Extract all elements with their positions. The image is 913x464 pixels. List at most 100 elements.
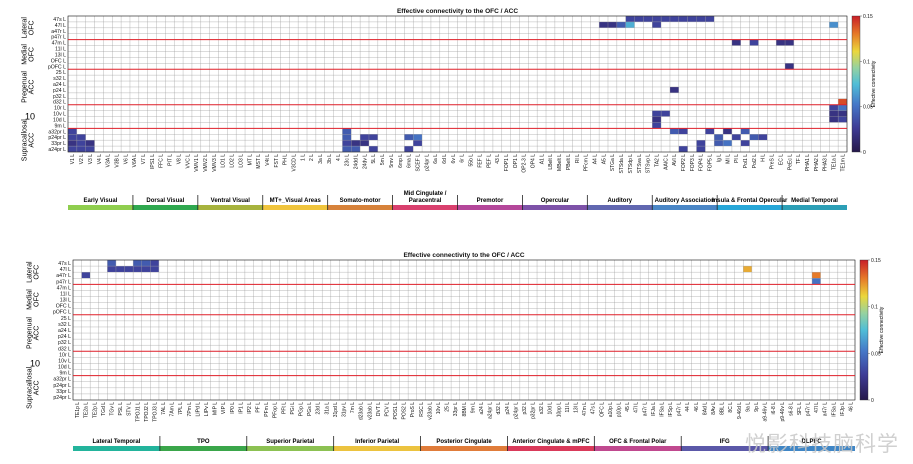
heatmap-cell [209,16,219,22]
heatmap-cell [451,369,460,376]
heatmap-cell [330,333,340,340]
heatmap-cell [599,116,608,123]
heatmap-cell [829,326,838,334]
heatmap-cell [156,45,166,52]
heatmap-cell [368,98,378,105]
heatmap-cell [184,357,194,364]
heatmap-cell [245,98,254,105]
heatmap-cell [183,27,192,34]
heatmap-cell [829,81,839,87]
heatmap-cell [760,284,770,291]
heatmap-cell [439,146,449,152]
heatmap-cell [305,387,314,394]
heatmap-cell [416,381,426,388]
heatmap-cell [90,381,99,388]
heatmap-cell [236,110,246,117]
heatmap-cell [322,369,331,376]
heatmap-cell [305,393,314,400]
heatmap-cell [210,381,220,388]
heatmap-cell [150,278,159,285]
heatmap-cell [442,296,452,303]
heatmap-cell [625,33,635,40]
heatmap-cell [133,333,142,340]
heatmap-cell [743,308,752,315]
heatmap-cell [622,272,632,279]
heatmap-cell [253,81,263,87]
heatmap-cell [227,45,237,52]
heatmap-cell [377,122,387,129]
heatmap-cell [129,110,139,117]
heatmap-cell [356,363,366,370]
heatmap-cell [253,375,263,382]
column-label: VMV1 L [194,154,200,172]
heatmap-cell [786,266,795,273]
heatmap-cell [90,387,99,394]
heatmap-cell [360,27,369,34]
heatmap-cell [165,146,175,152]
heatmap-cell [322,387,331,394]
heatmap-cell [262,21,272,28]
heatmap-cell [476,308,486,315]
heatmap-cell [546,75,555,82]
heatmap-cell [448,16,458,22]
heatmap-cell [342,110,352,117]
heatmap-cell [107,272,116,279]
heatmap-cell [643,140,653,147]
heatmap-cell [820,69,830,76]
heatmap-cell [475,98,485,105]
heatmap-cell [696,16,706,22]
row-label: OFC L [51,58,66,64]
heatmap-cell [176,345,185,352]
heatmap-cell [333,45,343,52]
heatmap-cell [717,314,727,321]
heatmap-cell [94,21,104,28]
heatmap-cell [502,314,512,321]
column-label: POS2 L [402,402,408,420]
heatmap-cell [158,387,168,394]
heatmap-cell [590,128,600,135]
column-label: v23ab L [427,402,433,420]
heatmap-cell [262,98,272,105]
heatmap-cell [829,140,839,147]
column-label: a24 L [479,402,485,415]
heatmap-cell [625,39,635,46]
heatmap-cell [174,128,184,135]
heatmap-cell [210,333,220,340]
heatmap-cell [562,302,572,309]
heatmap-cell [599,57,608,64]
heatmap-cell [253,345,263,352]
heatmap-cell [571,278,581,285]
heatmap-cell [200,21,210,28]
heatmap-cell [245,146,254,152]
heatmap-cell [760,308,770,315]
heatmap-cell [395,116,405,123]
heatmap-cell [85,140,95,147]
heatmap-cell [279,381,288,388]
heatmap-cell [322,284,331,291]
heatmap-cell [413,69,423,76]
heatmap-cell [313,393,323,400]
heatmap-cell [448,45,458,52]
heatmap-cell [373,387,383,394]
heatmap-cell [669,51,679,58]
heatmap-cell [820,296,830,303]
heatmap-cell [700,339,709,346]
heatmap-cell [156,57,166,64]
heatmap-cell [201,284,211,291]
heatmap-cell [726,339,735,346]
heatmap-cell [416,320,426,327]
heatmap-cell [191,33,201,40]
heatmap-cell [571,357,581,364]
heatmap-cell [289,116,299,123]
heatmap-cell [528,33,538,40]
heatmap-cell [425,357,434,364]
heatmap-cell [476,363,486,370]
heatmap-cell [270,333,280,340]
heatmap-cell [442,290,452,297]
column-label: IP0 L [230,402,236,414]
heatmap-cell [377,104,387,111]
heatmap-cell [184,284,194,291]
heatmap-cell [373,393,383,400]
heatmap-cell [307,92,316,99]
heatmap-cell [270,393,280,400]
